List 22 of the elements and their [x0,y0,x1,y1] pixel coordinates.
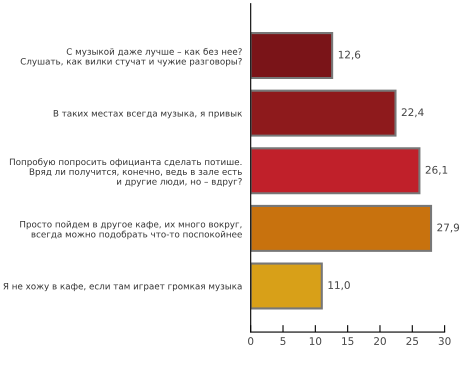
x-tick-label: 25 [406,337,418,346]
y-tick-label: С музыкой даже лучше – как без нее? Слушать, как вилки стучат и чужие разговоры? [20,48,242,66]
data-label: 22,4 [402,108,424,118]
data-label: 12,6 [338,50,360,60]
x-tick-label: 0 [248,337,254,346]
bar [250,204,432,252]
bar [250,32,334,80]
y-tick-label: В таких местах всегда музыка, я привык [54,110,242,118]
y-tick-label: Я не хожу в кафе, если там играет громкая музыка [3,282,242,292]
x-tick-label: 5 [280,337,286,346]
data-label: 11,0 [328,281,350,290]
x-tick-label: 30 [438,337,451,346]
data-label: 26,1 [426,166,448,175]
x-tick-label: 20 [374,337,386,346]
bar [250,90,397,137]
x-tick-label: 15 [342,337,354,346]
y-tick-label: Просто пойдем в другое кафе, их много вокруг, всегда можно подобрать что-то поспокойнее [20,220,242,240]
y-tick-label: Попробую попросить официанта сделать потише. Вряд ли получится, конечно, ведь в зале есть и другие люди, но – вдруг? [10,158,242,186]
bar [250,262,323,310]
x-tick-label: 10 [310,337,322,346]
bar [250,147,420,194]
data-label: 27,9 [437,224,460,232]
